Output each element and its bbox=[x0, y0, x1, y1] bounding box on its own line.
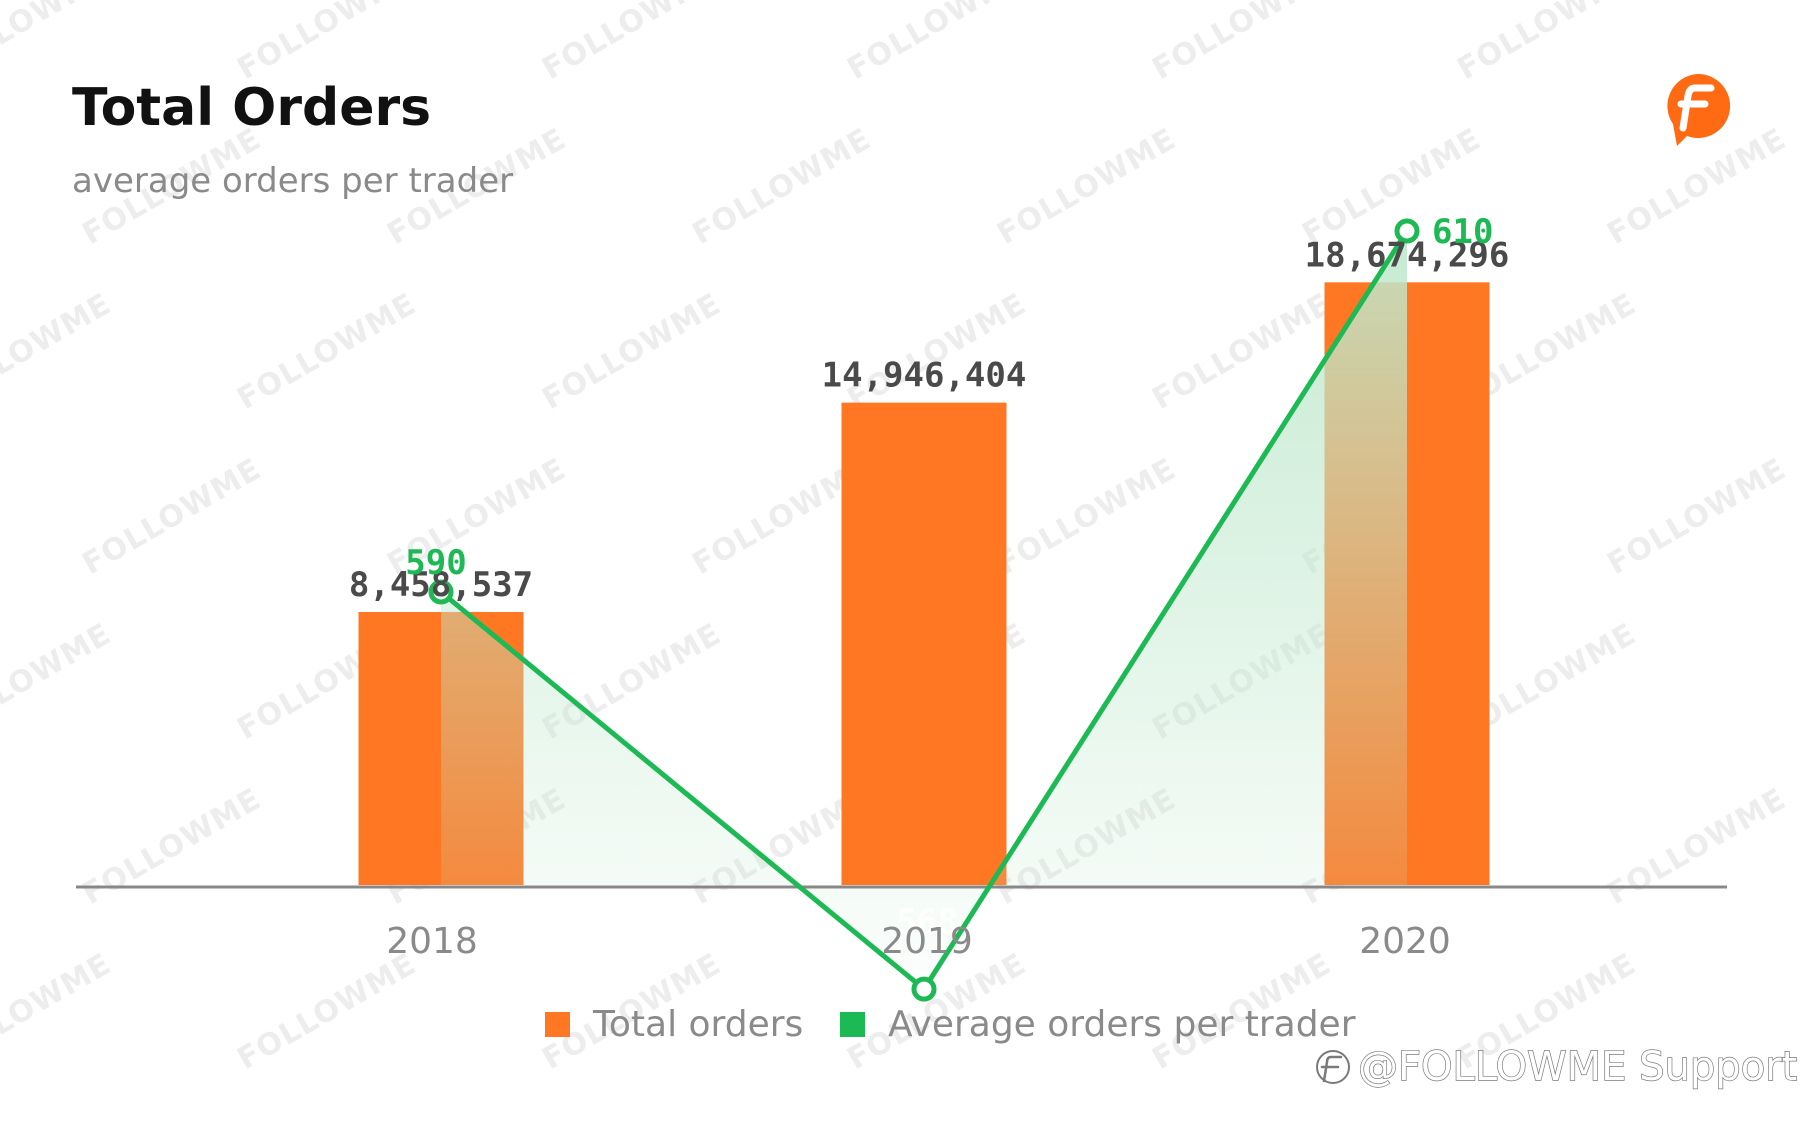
x-tick-2018: 2018 bbox=[386, 921, 478, 962]
watermark-text: FOLLOWME bbox=[687, 122, 878, 252]
legend-swatch-average-orders bbox=[840, 1012, 865, 1037]
watermark-text: FOLLOWME bbox=[77, 452, 268, 582]
bar-value-label-2018: 8,458,537 bbox=[349, 565, 533, 605]
watermark-text: FOLLOWME bbox=[232, 287, 423, 417]
watermark-text: FOLLOWME bbox=[992, 122, 1183, 252]
chart-title: Total Orders bbox=[72, 78, 431, 138]
line-point-2018 bbox=[428, 579, 454, 605]
x-axis-ticks: 2018 2019 2020 bbox=[386, 921, 1451, 962]
watermark-text: FOLLOWME bbox=[537, 0, 728, 87]
line-point-2020 bbox=[1394, 218, 1420, 244]
legend-swatch-total-orders bbox=[545, 1012, 570, 1037]
watermark-text: FOLLOWME bbox=[1602, 782, 1793, 912]
legend-label-average-orders: Average orders per trader bbox=[888, 1004, 1356, 1045]
watermark-text: FOLLOWME bbox=[842, 287, 1033, 417]
x-tick-2019: 2019 bbox=[881, 921, 973, 962]
followme-f-logo-icon bbox=[1667, 73, 1731, 146]
weibo-style-logo-icon bbox=[1316, 1050, 1350, 1084]
chart-subtitle: average orders per trader bbox=[72, 161, 513, 201]
x-tick-2020: 2020 bbox=[1359, 921, 1451, 962]
line-point-2019 bbox=[911, 976, 937, 1002]
watermark-text: FOLLOWME bbox=[77, 782, 268, 912]
line-value-label-2020: 610 bbox=[1432, 212, 1493, 252]
line-value-label-2019: 568 bbox=[896, 902, 957, 942]
watermark-text: FOLLOWME bbox=[842, 0, 1033, 87]
line-value-label-2018: 590 bbox=[405, 543, 466, 583]
watermark-text: FOLLOWME bbox=[1452, 0, 1643, 87]
credit-watermark: @FOLLOWME Support bbox=[1316, 1043, 1798, 1091]
watermark-text: FOLLOWME bbox=[1147, 0, 1338, 87]
credit-text: @FOLLOWME Support bbox=[1358, 1044, 1797, 1090]
watermark-text: FOLLOWME bbox=[0, 287, 117, 417]
watermark-text: FOLLOWME bbox=[537, 287, 728, 417]
watermark-text: FOLLOWME bbox=[232, 947, 423, 1077]
bar-total-orders-2019 bbox=[841, 402, 1007, 885]
watermark-text: FOLLOWME bbox=[0, 947, 117, 1077]
bar-value-label-2020: 18,674,296 bbox=[1305, 235, 1510, 275]
watermark-text: FOLLOWME bbox=[0, 0, 117, 87]
watermark-text: FOLLOWME bbox=[992, 452, 1183, 582]
line-layer bbox=[428, 218, 1420, 1002]
area-layer bbox=[441, 231, 1407, 990]
watermark-text: FOLLOWME bbox=[1602, 122, 1793, 252]
watermark-text: FOLLOWME bbox=[232, 0, 423, 87]
average-orders-area bbox=[441, 231, 1407, 990]
bar-value-label-2019: 14,946,404 bbox=[822, 356, 1027, 396]
labels-layer: 8,458,537 14,946,404 18,674,296 590 568 610 bbox=[349, 212, 1509, 942]
watermark-text: FOLLOWME bbox=[1602, 452, 1793, 582]
legend: Total orders Average orders per trader bbox=[545, 1004, 1356, 1045]
legend-label-total-orders: Total orders bbox=[592, 1004, 803, 1045]
watermark-text: FOLLOWME bbox=[0, 617, 117, 747]
